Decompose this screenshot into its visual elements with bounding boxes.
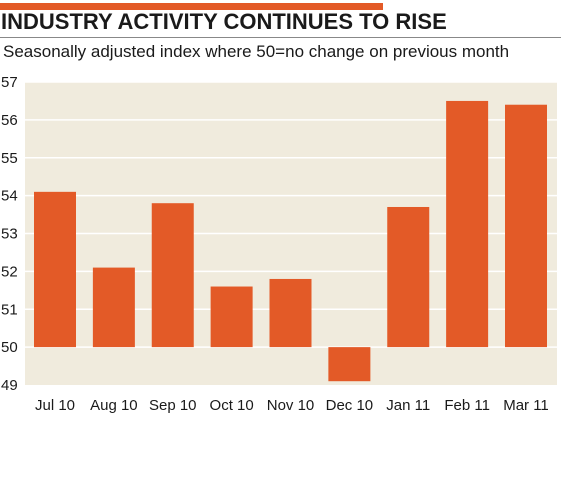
y-tick-label: 53 [1, 226, 18, 243]
chart-subtitle: Seasonally adjusted index where 50=no ch… [3, 42, 510, 61]
y-tick-label: 57 [1, 74, 18, 91]
bar [210, 286, 253, 348]
y-tick-label: 55 [1, 150, 18, 167]
y-tick-label: 52 [1, 263, 18, 280]
x-tick-label: Dec 10 [326, 397, 374, 414]
x-tick-label: Jan 11 [386, 397, 430, 414]
y-tick-label: 54 [1, 188, 18, 205]
x-tick-label: Feb 11 [444, 397, 490, 414]
bar [151, 203, 194, 348]
bar [387, 206, 430, 348]
chart-title: INDUSTRY ACTIVITY CONTINUES TO RISE [1, 9, 447, 34]
y-tick-label: 50 [1, 339, 18, 356]
x-tick-label: Jul 10 [35, 397, 75, 414]
y-tick-label: 51 [1, 301, 18, 318]
bar [505, 104, 547, 348]
bar [446, 100, 489, 348]
bar [328, 347, 371, 382]
x-axis-tick-labels: Jul 10 Aug 10 Sep 10 Oct 10 Nov 10 Dec 10 Jan … [35, 397, 549, 414]
x-tick-label: Sep 10 [149, 397, 197, 414]
x-tick-label: Aug 10 [90, 397, 138, 414]
x-tick-label: Mar 11 [503, 397, 549, 414]
x-tick-label: Nov 10 [267, 397, 315, 414]
bars [34, 100, 547, 382]
title-accent-rule [0, 3, 383, 10]
bar [34, 191, 76, 348]
bar [269, 278, 312, 348]
y-tick-label: 56 [1, 112, 18, 129]
bar [92, 267, 135, 348]
y-tick-label: 49 [1, 377, 18, 394]
x-tick-label: Oct 10 [210, 397, 254, 414]
y-axis-tick-labels: 49 50 51 52 53 54 55 56 57 [1, 74, 18, 394]
title-divider [0, 37, 561, 38]
